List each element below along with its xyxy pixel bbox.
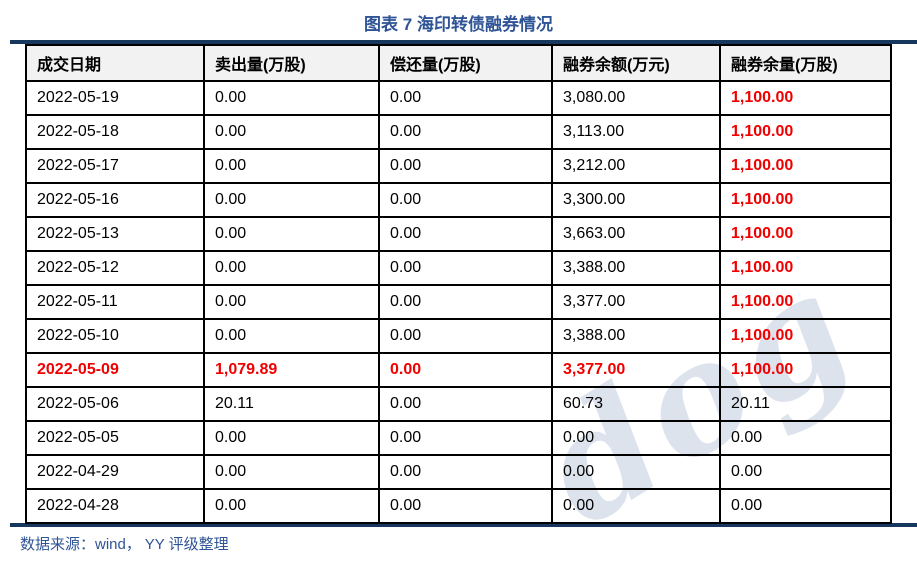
cell-loan-remaining: 1,100.00 [719,148,892,184]
cell-repay-volume: 0.00 [378,352,553,388]
cell-loan-remaining: 1,100.00 [719,352,892,388]
cell-loan-balance: 0.00 [551,454,721,490]
cell-loan-balance: 3,080.00 [551,80,721,116]
securities-lending-table: 成交日期 卖出量(万股) 偿还量(万股) 融券余额(万元) 融券余量(万股) 2… [25,44,892,524]
cell-trade-date: 2022-04-29 [25,454,205,490]
cell-repay-volume: 0.00 [378,148,553,184]
cell-loan-balance: 0.00 [551,488,721,524]
cell-sell-volume: 0.00 [203,182,380,218]
cell-repay-volume: 0.00 [378,488,553,524]
column-header-repay-volume: 偿还量(万股) [378,44,553,82]
cell-loan-balance: 3,388.00 [551,318,721,354]
figure-title: 图表 7 海印转债融券情况 [364,15,553,34]
data-source-note: 数据来源：wind， YY 评级整理 [20,536,229,553]
cell-loan-balance: 3,388.00 [551,250,721,286]
cell-loan-remaining: 1,100.00 [719,80,892,116]
cell-trade-date: 2022-05-06 [25,386,205,422]
cell-trade-date: 2022-05-12 [25,250,205,286]
cell-sell-volume: 0.00 [203,284,380,320]
cell-loan-balance: 60.73 [551,386,721,422]
cell-sell-volume: 20.11 [203,386,380,422]
table-row: 2022-05-19 0.00 0.00 3,080.00 1,100.00 [25,80,892,116]
table-row: 2022-05-18 0.00 0.00 3,113.00 1,100.00 [25,114,892,150]
table-header-row: 成交日期 卖出量(万股) 偿还量(万股) 融券余额(万元) 融券余量(万股) [25,44,892,82]
table-row: 2022-05-11 0.00 0.00 3,377.00 1,100.00 [25,284,892,320]
cell-trade-date: 2022-05-16 [25,182,205,218]
cell-sell-volume: 0.00 [203,216,380,252]
table-row: 2022-05-09 1,079.89 0.00 3,377.00 1,100.… [25,352,892,388]
cell-loan-balance: 3,377.00 [551,284,721,320]
cell-sell-volume: 0.00 [203,488,380,524]
table-row: 2022-05-16 0.00 0.00 3,300.00 1,100.00 [25,182,892,218]
cell-sell-volume: 0.00 [203,454,380,490]
cell-trade-date: 2022-05-05 [25,420,205,456]
table-row: 2022-05-10 0.00 0.00 3,388.00 1,100.00 [25,318,892,354]
cell-loan-remaining: 1,100.00 [719,182,892,218]
cell-sell-volume: 0.00 [203,250,380,286]
cell-loan-remaining: 1,100.00 [719,250,892,286]
column-header-trade-date: 成交日期 [25,44,205,82]
table-row: 2022-04-28 0.00 0.00 0.00 0.00 [25,488,892,524]
cell-loan-remaining: 1,100.00 [719,114,892,150]
cell-loan-balance: 3,113.00 [551,114,721,150]
cell-trade-date: 2022-05-18 [25,114,205,150]
cell-repay-volume: 0.00 [378,182,553,218]
cell-repay-volume: 0.00 [378,420,553,456]
cell-repay-volume: 0.00 [378,216,553,252]
cell-trade-date: 2022-05-10 [25,318,205,354]
cell-repay-volume: 0.00 [378,114,553,150]
cell-trade-date: 2022-05-13 [25,216,205,252]
cell-loan-balance: 0.00 [551,420,721,456]
cell-sell-volume: 0.00 [203,318,380,354]
table-row: 2022-05-05 0.00 0.00 0.00 0.00 [25,420,892,456]
cell-loan-remaining: 1,100.00 [719,318,892,354]
cell-loan-balance: 3,212.00 [551,148,721,184]
cell-loan-remaining: 1,100.00 [719,216,892,252]
cell-repay-volume: 0.00 [378,80,553,116]
cell-sell-volume: 0.00 [203,114,380,150]
cell-loan-remaining: 20.11 [719,386,892,422]
cell-sell-volume: 0.00 [203,80,380,116]
column-header-loan-balance: 融券余额(万元) [551,44,721,82]
bottom-divider-rule [10,523,917,527]
cell-trade-date: 2022-05-17 [25,148,205,184]
cell-trade-date: 2022-05-09 [25,352,205,388]
cell-loan-balance: 3,377.00 [551,352,721,388]
cell-trade-date: 2022-05-19 [25,80,205,116]
cell-loan-balance: 3,300.00 [551,182,721,218]
cell-trade-date: 2022-05-11 [25,284,205,320]
cell-sell-volume: 0.00 [203,420,380,456]
cell-sell-volume: 0.00 [203,148,380,184]
cell-loan-balance: 3,663.00 [551,216,721,252]
cell-loan-remaining: 0.00 [719,488,892,524]
cell-repay-volume: 0.00 [378,250,553,286]
cell-loan-remaining: 0.00 [719,454,892,490]
table-body: 2022-05-19 0.00 0.00 3,080.00 1,100.00 2… [25,80,892,524]
cell-repay-volume: 0.00 [378,386,553,422]
table-row: 2022-05-06 20.11 0.00 60.73 20.11 [25,386,892,422]
cell-repay-volume: 0.00 [378,284,553,320]
column-header-sell-volume: 卖出量(万股) [203,44,380,82]
table-row: 2022-05-12 0.00 0.00 3,388.00 1,100.00 [25,250,892,286]
cell-loan-remaining: 0.00 [719,420,892,456]
table-row: 2022-05-17 0.00 0.00 3,212.00 1,100.00 [25,148,892,184]
cell-trade-date: 2022-04-28 [25,488,205,524]
cell-loan-remaining: 1,100.00 [719,284,892,320]
cell-repay-volume: 0.00 [378,318,553,354]
column-header-loan-remaining: 融券余量(万股) [719,44,892,82]
cell-repay-volume: 0.00 [378,454,553,490]
cell-sell-volume: 1,079.89 [203,352,380,388]
table-row: 2022-04-29 0.00 0.00 0.00 0.00 [25,454,892,490]
table-row: 2022-05-13 0.00 0.00 3,663.00 1,100.00 [25,216,892,252]
top-divider-rule [10,40,917,44]
